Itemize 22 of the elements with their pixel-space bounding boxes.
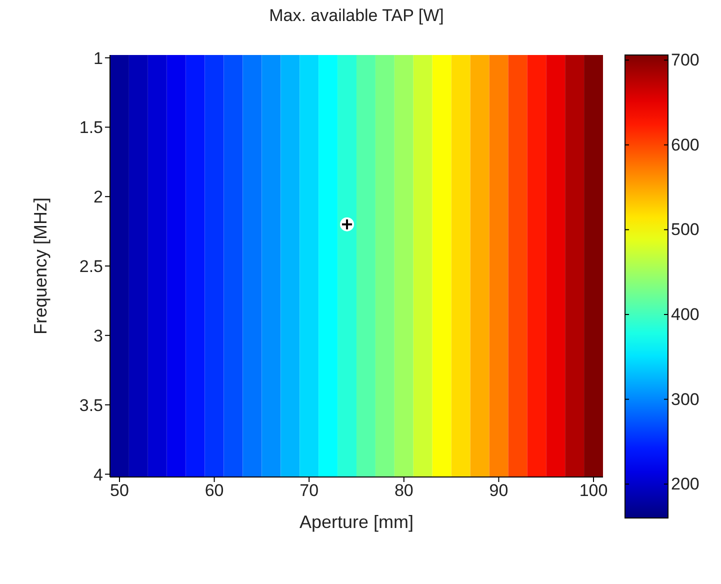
color-bar-label: 300 — [671, 390, 700, 409]
color-bar-label: 400 — [671, 304, 700, 324]
y-tick-label: 1 — [94, 48, 103, 68]
y-tick-label: 1.5 — [79, 118, 103, 138]
x-tick-label: 50 — [110, 481, 129, 500]
y-axis-title: Frequency [MHz] — [30, 197, 50, 335]
color-bar-label: 600 — [671, 135, 700, 154]
x-tick-label: 80 — [394, 481, 414, 500]
color-bar-label: 200 — [671, 474, 700, 494]
x-tick-label: 100 — [579, 481, 608, 500]
x-tick-label: 90 — [489, 481, 508, 500]
color-bar-label: 700 — [671, 50, 700, 70]
y-tick-label: 2 — [94, 188, 103, 207]
y-tick-label: 2.5 — [79, 257, 103, 276]
x-axis-title: Aperture [mm] — [299, 512, 414, 532]
y-tick-label: 3 — [94, 326, 103, 346]
x-tick-label: 60 — [204, 481, 224, 500]
color-bar-label: 500 — [671, 220, 700, 240]
x-tick-label: 70 — [300, 481, 319, 500]
chart-title: Max. available TAP [W] — [268, 6, 445, 26]
y-tick-label: 4 — [94, 465, 103, 484]
y-tick-label: 3.5 — [79, 396, 103, 415]
